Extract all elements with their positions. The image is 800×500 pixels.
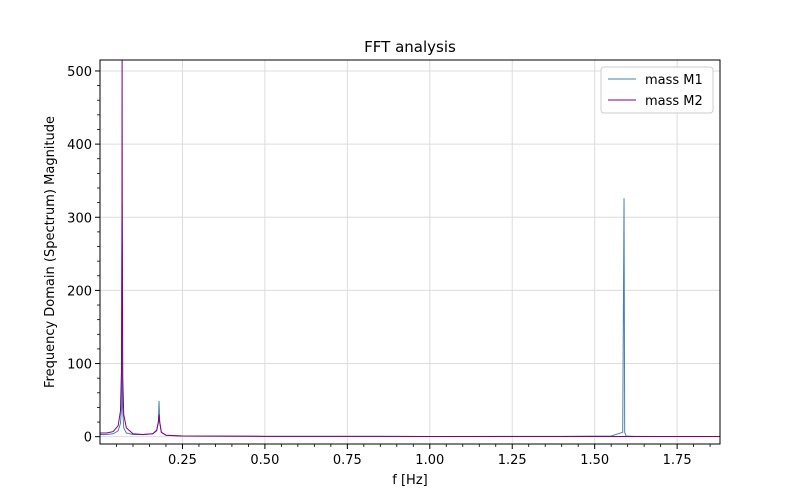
chart-title: FFT analysis <box>364 38 456 56</box>
grid-lines <box>100 60 720 444</box>
plot-frame <box>99 59 721 445</box>
y-tick-label: 300 <box>67 211 92 226</box>
y-tick-label: 500 <box>67 65 92 80</box>
x-tick-label: 1.50 <box>580 453 609 468</box>
x-tick-label: 0.25 <box>168 453 197 468</box>
y-tick-label: 0 <box>84 431 92 446</box>
x-axis-ticks: 0.25 0.50 0.75 1.00 1.25 1.50 1.75 <box>116 444 711 468</box>
legend: mass M1 mass M2 <box>600 66 714 114</box>
x-axis-label: f [Hz] <box>392 473 427 488</box>
x-tick-label: 0.75 <box>333 453 362 468</box>
x-tick-label: 1.25 <box>498 453 527 468</box>
legend-label-m1: mass M1 <box>645 73 703 88</box>
y-tick-label: 400 <box>67 138 92 153</box>
y-axis-label: Frequency Domain (Spectrum) Magnitude <box>43 116 58 388</box>
x-tick-label: 0.50 <box>250 453 279 468</box>
x-tick-label: 1.75 <box>663 453 692 468</box>
y-tick-label: 100 <box>67 358 92 373</box>
series-line-mass-m1 <box>100 198 720 438</box>
series-line-mass-m2 <box>100 60 720 438</box>
y-axis-ticks: 0 100 200 300 400 500 <box>67 65 100 446</box>
series-layer <box>100 60 720 438</box>
x-tick-label: 1.00 <box>415 453 444 468</box>
legend-label-m2: mass M2 <box>645 94 703 109</box>
y-tick-label: 200 <box>67 284 92 299</box>
